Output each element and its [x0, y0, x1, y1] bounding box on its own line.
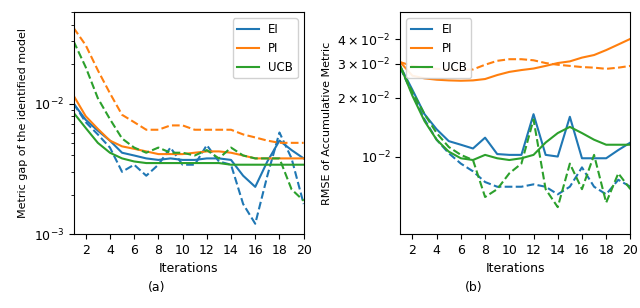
X-axis label: Iterations: Iterations [486, 262, 545, 275]
Legend: EI, PI, UCB: EI, PI, UCB [406, 18, 471, 79]
Legend: EI, PI, UCB: EI, PI, UCB [233, 18, 298, 79]
Y-axis label: Metric gap of the identified model: Metric gap of the identified model [18, 28, 28, 218]
Text: (a): (a) [148, 281, 166, 294]
X-axis label: Iterations: Iterations [159, 262, 218, 275]
Text: (b): (b) [465, 281, 483, 294]
Y-axis label: RMSE of Accumulative Metric: RMSE of Accumulative Metric [322, 42, 332, 205]
